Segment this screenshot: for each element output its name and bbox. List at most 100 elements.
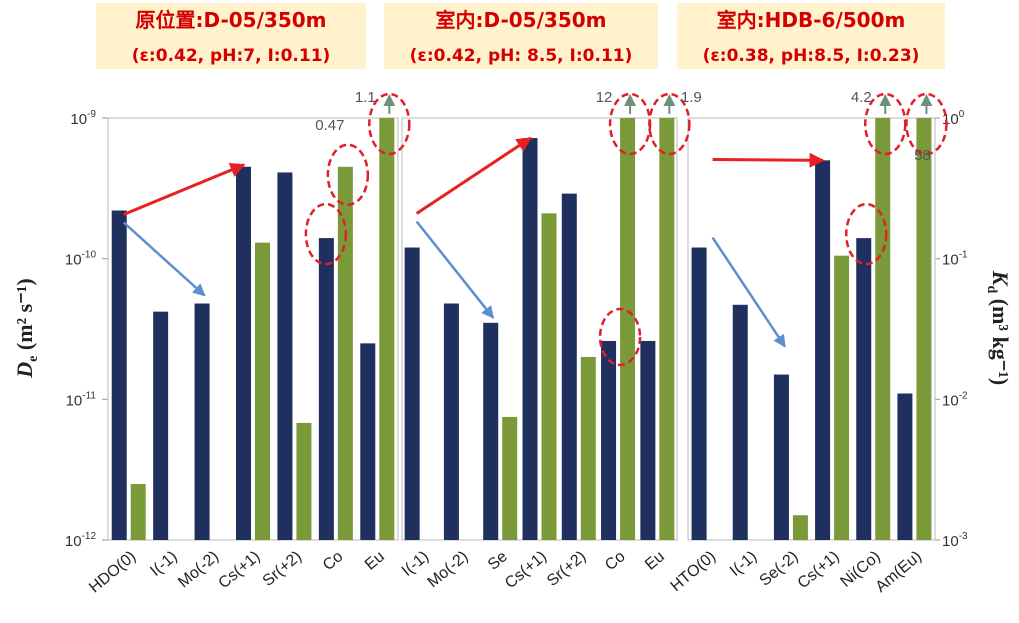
plot-frame: [687, 117, 936, 541]
de-bar: [194, 303, 210, 540]
category-label: Co: [602, 548, 629, 574]
de-bar: [691, 247, 707, 540]
category-label: HTO(0): [668, 548, 720, 595]
offscale-annotation: 1.1: [355, 89, 376, 106]
offscale-annotation: 58: [914, 147, 931, 164]
panel-subtitle-1: (ε:0.42, pH:7, I:0.11): [132, 46, 331, 66]
highlight-circle: [845, 202, 888, 266]
category-label: Eu: [362, 548, 388, 574]
kd-bar: [916, 118, 932, 540]
de-bar: [856, 238, 872, 540]
trend-arrow: [123, 163, 246, 216]
right-tick-label: 10-3: [942, 531, 968, 550]
highlight-circle: [326, 143, 370, 207]
left-axis-label-sub: e: [26, 356, 41, 362]
de-bar: [773, 374, 789, 540]
de-bar: [601, 340, 617, 540]
category-label: Se: [485, 548, 511, 574]
highlight-circle: [304, 202, 348, 266]
panel-header-1: 原位置:D-05/350m (ε:0.42, pH:7, I:0.11): [96, 3, 366, 69]
left-tick-label: 10-12: [65, 531, 97, 550]
left-axis-label-main: D: [12, 362, 37, 379]
kd-bar: [875, 118, 891, 540]
de-bar: [404, 247, 420, 540]
left-tick-label: 10-9: [70, 109, 96, 128]
highlight-circle: [368, 92, 411, 156]
left-axis-label-units: (m² s⁻¹): [12, 278, 37, 355]
panel-title-3: 室内:HDB-6/500m: [717, 8, 906, 32]
left-axis-label: De (m² s⁻¹): [12, 278, 41, 378]
de-bar: [153, 311, 169, 540]
trend-arrow: [711, 236, 786, 348]
left-axis-ticks: 10-9 10-10 10-11 10-12: [65, 109, 108, 550]
right-axis-label: Kd (m³ kg⁻¹): [984, 270, 1013, 386]
offscale-annotation: 4.2: [851, 89, 872, 106]
right-tick-label: 10-2: [942, 390, 968, 409]
category-label: Eu: [642, 548, 668, 574]
panel-header-2: 室内:D-05/350m (ε:0.42, pH: 8.5, I:0.11): [384, 3, 658, 69]
trend-arrow: [122, 221, 206, 297]
de-bar: [732, 304, 748, 540]
de-bar: [443, 303, 459, 540]
offscale-annotation: 1.9: [681, 89, 702, 106]
category-label: HDO(0): [86, 548, 139, 596]
highlight-circle: [905, 92, 948, 156]
category-label: Cs(+1): [795, 548, 843, 592]
de-bar: [561, 193, 577, 540]
kd-bar: [255, 242, 270, 540]
category-label: Co: [320, 548, 347, 574]
kd-bar: [379, 118, 395, 540]
right-axis-label-main: K: [988, 270, 1013, 287]
de-bar: [522, 138, 538, 541]
de-bar: [277, 172, 293, 541]
chart-panel-1: HDO(0) I(-1)Mo(-2)Cs(+1)Sr(+2) Co Eu: [86, 117, 399, 596]
left-tick-label: 10-11: [66, 390, 97, 409]
kd-bar: [296, 422, 312, 540]
category-label: Sr(+2): [544, 548, 589, 590]
highlight-circle: [598, 307, 642, 367]
de-bar: [360, 343, 376, 540]
category-label: Se(-2): [757, 548, 802, 590]
de-bar: [483, 322, 499, 540]
category-label: Mo(-2): [175, 548, 222, 591]
kd-bar: [834, 255, 850, 540]
offscale-annotation: 12: [596, 89, 613, 106]
panel-header-3: 室内:HDB-6/500m (ε:0.38, pH:8.5, I:0.23): [677, 3, 945, 69]
chart-panels: HDO(0) I(-1)Mo(-2)Cs(+1)Sr(+2) Co Eu I(-1)Mo…: [86, 117, 936, 596]
right-axis-label-sub: d: [984, 285, 999, 293]
kd-bar: [659, 118, 675, 540]
plot-frame: [107, 117, 399, 541]
left-tick-label: 10-10: [65, 250, 97, 269]
kd-bar: [620, 118, 636, 540]
de-bar: [640, 340, 656, 540]
right-axis-label-units: (m³ kg⁻¹): [988, 293, 1013, 385]
kd-bar: [502, 416, 518, 540]
kd-bar: [337, 166, 353, 540]
plot-frame: [401, 117, 678, 541]
category-label: Cs(+1): [216, 548, 264, 592]
category-label: Am(Eu): [873, 548, 925, 596]
kd-bar: [580, 356, 596, 540]
trend-arrow: [415, 136, 532, 215]
highlight-circle: [648, 92, 691, 156]
category-label: Cs(+1): [502, 548, 550, 592]
panel-subtitle-2: (ε:0.42, pH: 8.5, I:0.11): [410, 46, 633, 66]
category-label: Sr(+2): [260, 548, 305, 590]
category-label: I(-1): [727, 548, 760, 580]
panel-title-1: 原位置:D-05/350m: [136, 8, 327, 32]
de-bar: [236, 166, 251, 540]
right-tick-label: 10-1: [942, 250, 968, 269]
kd-bar: [541, 213, 557, 540]
category-label: I(-1): [147, 548, 180, 580]
de-bar: [897, 393, 913, 540]
de-bar: [318, 238, 334, 540]
trend-arrow: [415, 220, 495, 319]
kd-bar: [792, 515, 808, 540]
de-bar: [815, 160, 831, 540]
annotation-overlays: 1.1 0.47 12 1.9 4.2 58: [122, 89, 948, 367]
de-bar: [111, 210, 127, 540]
category-label: Mo(-2): [424, 548, 471, 591]
